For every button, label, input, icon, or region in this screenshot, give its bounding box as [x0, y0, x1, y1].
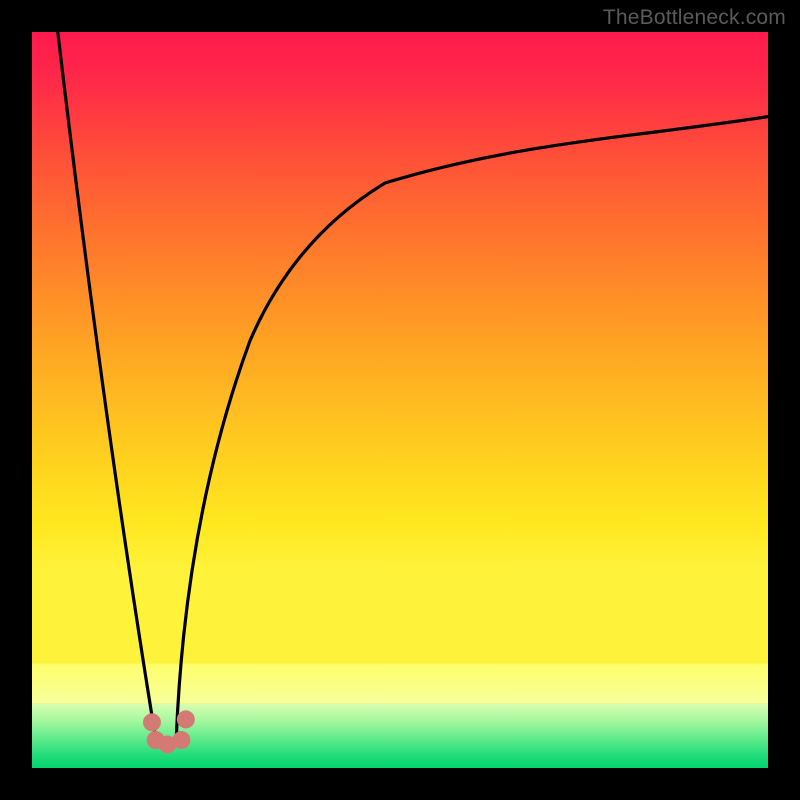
dip-marker	[172, 731, 190, 749]
dip-marker	[177, 710, 195, 728]
watermark-text: TheBottleneck.com	[603, 6, 786, 30]
dip-marker	[143, 713, 161, 731]
chart-svg	[32, 32, 768, 768]
chart-frame: TheBottleneck.com	[0, 0, 800, 800]
plot-area	[32, 32, 768, 768]
